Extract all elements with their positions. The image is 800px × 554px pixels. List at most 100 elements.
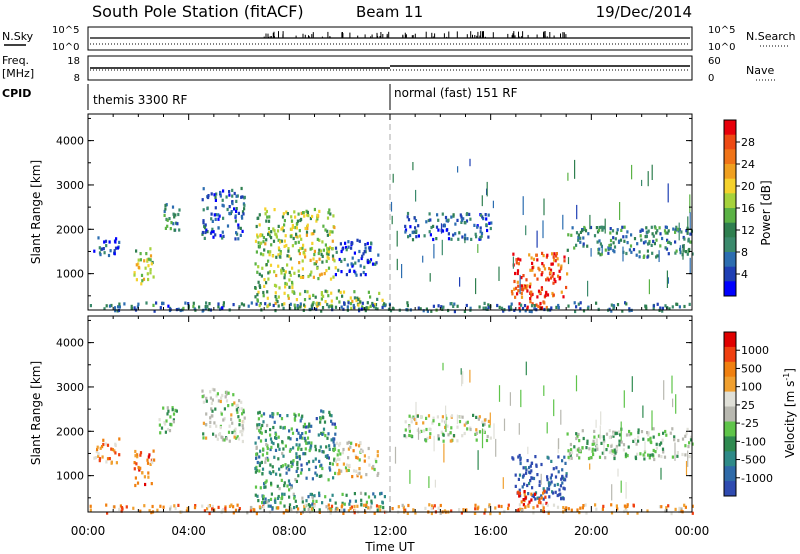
power-colorbar-label: Power [dB] <box>759 180 773 245</box>
power-ytick-label: 1000 <box>56 268 84 281</box>
nsearch-tick-top: 10^5 <box>708 25 735 36</box>
velocity-colorbar-tick: 1000 <box>741 344 769 357</box>
velocity-region-12 <box>89 503 694 516</box>
power-colorbar-tick: 8 <box>741 246 748 259</box>
station-title: South Pole Station (fitACF) <box>92 2 304 21</box>
power-ytick-label: 4000 <box>56 135 84 148</box>
power-cells <box>89 158 694 314</box>
velocity-colorbar-tick: 100 <box>741 381 762 394</box>
velocity-region-7 <box>403 413 492 443</box>
nsky-tick-top: 10^5 <box>52 25 79 36</box>
velocity-region-10 <box>566 427 694 462</box>
power-colorbar-swatch <box>724 149 736 165</box>
power-colorbar-swatch <box>724 134 736 150</box>
velocity-region-5 <box>294 409 337 483</box>
power-region-6 <box>334 238 380 277</box>
power-heatmap: 1000 2000 3000 4000 <box>56 113 694 314</box>
xtick-label: 00:00 <box>675 524 710 538</box>
velocity-ytick-label: 1000 <box>56 470 84 483</box>
power-colorbar-swatch <box>724 281 736 297</box>
velocity-colorbar-tick: 25 <box>741 399 755 412</box>
velocity-colorbar: 1000 500 100 25 -25 -100 -500 -1000 <box>723 331 773 497</box>
velocity-colorbar-tick: 500 <box>741 362 762 375</box>
cpid-label: CPID <box>2 87 31 100</box>
power-colorbar-swatch <box>724 237 736 253</box>
nsearch-tick-bottom: 10^0 <box>708 42 735 53</box>
velocity-streaks <box>394 361 689 501</box>
freq-tick-top: 18 <box>67 56 80 67</box>
power-region-0 <box>93 236 121 258</box>
power-region-1 <box>133 247 155 286</box>
power-colorbar-swatch <box>724 178 736 194</box>
velocity-colorbar-swatch <box>724 376 736 393</box>
power-colorbar-tick: 24 <box>741 158 755 171</box>
velocity-region-8 <box>511 453 568 501</box>
power-colorbar-swatch <box>724 164 736 180</box>
freq-label-line1: Freq. <box>2 54 29 67</box>
power-region-9 <box>517 287 548 311</box>
velocity-colorbar-tick: -25 <box>741 417 759 430</box>
velocity-frame <box>87 315 693 513</box>
power-region-2 <box>163 203 181 232</box>
velocity-colorbar-label: Velocity [m s-1] <box>782 368 797 458</box>
velocity-colorbar-tick: -1000 <box>741 472 773 485</box>
velocity-region-11 <box>254 491 386 512</box>
nave-label: Nave <box>746 64 774 77</box>
power-ytick-label: 3000 <box>56 179 84 192</box>
date-label: 19/Dec/2014 <box>596 3 692 21</box>
velocity-colorbar-swatch <box>724 451 736 467</box>
velocity-ytick-label: 2000 <box>56 425 84 438</box>
power-colorbar-tick: 20 <box>741 180 755 193</box>
power-ytick-label: 2000 <box>56 223 84 236</box>
power-colorbar-swatch <box>724 222 736 238</box>
power-colorbar-tick: 12 <box>741 224 755 237</box>
velocity-heatmap: 1000 2000 3000 4000 <box>56 315 694 516</box>
nsky-tick-bottom: 10^0 <box>52 42 79 53</box>
xtick-label: 08:00 <box>272 524 307 538</box>
velocity-colorbar-swatch <box>724 481 736 497</box>
velocity-colorbar-tick: -500 <box>741 454 766 467</box>
velocity-colorbar-swatch <box>724 466 736 482</box>
xtick-label: 12:00 <box>373 524 408 538</box>
velocity-region-6 <box>334 440 380 479</box>
power-colorbar-tick: 4 <box>741 268 748 281</box>
velocity-colorbar-swatch <box>724 361 736 378</box>
svg-text:Velocity [m s-1]: Velocity [m s-1] <box>782 368 797 458</box>
freq-tick-bottom: 8 <box>74 73 80 84</box>
xtick-label: 16:00 <box>473 524 508 538</box>
nsky-panel <box>87 26 693 51</box>
power-ylabel: Slant Range [km] <box>29 160 43 264</box>
velocity-colorbar-swatch <box>724 332 736 348</box>
xtick-label: 20:00 <box>574 524 609 538</box>
power-region-8 <box>510 251 569 299</box>
velocity-region-3 <box>201 387 246 444</box>
nave-tick-top: 60 <box>708 56 721 67</box>
power-region-5 <box>294 207 337 281</box>
xtick-label: 00:00 <box>71 524 106 538</box>
velocity-region-0 <box>93 437 121 465</box>
beam-label: Beam 11 <box>356 3 423 21</box>
power-streaks <box>390 158 691 297</box>
nsearch-label: N.Search <box>746 30 796 43</box>
velocity-region-2 <box>158 406 178 435</box>
velocity-cells <box>89 361 694 516</box>
velocity-region-1 <box>133 449 156 488</box>
power-colorbar-swatch <box>724 193 736 209</box>
velocity-ylabel: Slant Range [km] <box>29 361 43 465</box>
power-colorbar-swatch <box>724 208 736 224</box>
power-frame <box>87 113 693 311</box>
velocity-ytick-label: 4000 <box>56 337 84 350</box>
power-region-4 <box>254 207 297 290</box>
cpid-segment-1: themis 3300 RF <box>93 93 187 107</box>
freq-panel <box>87 55 693 81</box>
velocity-colorbar-swatch <box>724 346 736 363</box>
cpid-segment-2: normal (fast) 151 RF <box>394 86 518 100</box>
velocity-colorbar-tick: -100 <box>741 435 766 448</box>
time-axis-label: Time UT <box>364 540 415 554</box>
power-colorbar-swatch <box>724 252 736 268</box>
xtick-label: 04:00 <box>171 524 206 538</box>
power-colorbar-tick: 16 <box>741 202 755 215</box>
power-region-10 <box>566 225 694 259</box>
power-colorbar: 28 24 20 16 12 8 4 <box>723 119 755 297</box>
